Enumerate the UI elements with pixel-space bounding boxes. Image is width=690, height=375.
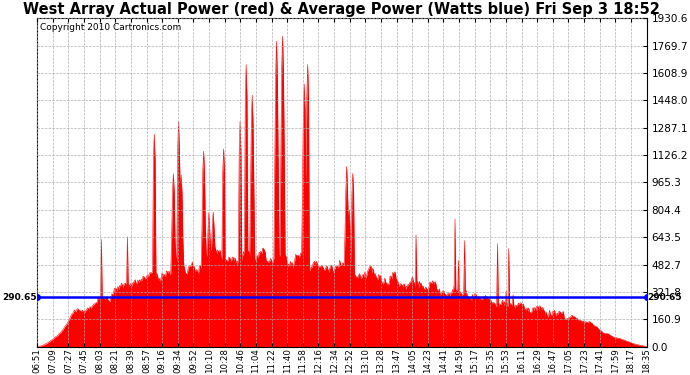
Text: 290.65: 290.65	[2, 293, 37, 302]
Text: 290.65: 290.65	[647, 293, 682, 302]
Text: Copyright 2010 Cartronics.com: Copyright 2010 Cartronics.com	[40, 23, 181, 32]
Title: West Array Actual Power (red) & Average Power (Watts blue) Fri Sep 3 18:52: West Array Actual Power (red) & Average …	[23, 2, 660, 17]
